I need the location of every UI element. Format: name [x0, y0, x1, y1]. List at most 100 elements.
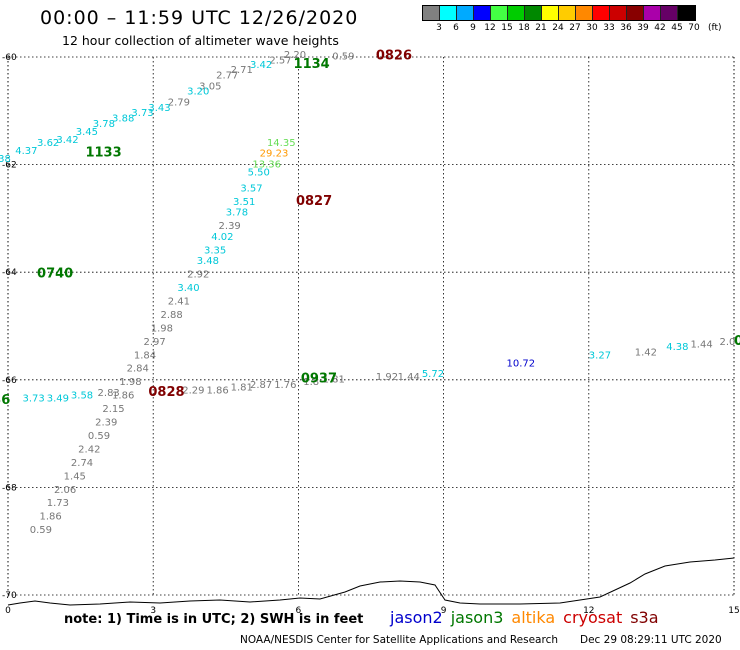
wave-height-value: 2.92: [187, 270, 209, 281]
colorbar-label: 24: [552, 23, 564, 33]
page-title: 00:00 – 11:59 UTC 12/26/2020: [40, 7, 359, 29]
credit-line: NOAA/NESDIS Center for Satellite Applica…: [240, 634, 558, 646]
pass-time-label: 1133: [85, 146, 121, 161]
satellite-legend: jason2 jason3 altika cryosat s3a: [390, 608, 667, 627]
colorbar-label: 18: [518, 23, 530, 33]
wave-height-value: 3.45: [76, 127, 98, 138]
legend-altika: altika: [511, 608, 556, 627]
wave-height-value: 14.35: [267, 138, 296, 149]
wave-height-value: 3.57: [240, 184, 262, 195]
wave-height-value: 5.50: [248, 167, 270, 178]
legend-s3a: s3a: [630, 608, 659, 627]
colorbar-label: 39: [637, 23, 649, 33]
x-tick-label: 12: [583, 606, 594, 616]
wave-height-value: 3.62: [37, 138, 59, 149]
wave-height-value: 2.57: [269, 55, 291, 66]
wave-height-value: 2.84: [127, 364, 149, 375]
wave-height-value: 4.38: [0, 154, 11, 165]
wave-height-value: 2.88: [160, 310, 182, 321]
wave-height-value: 2.83: [98, 388, 120, 399]
wave-height-value: 3.35: [204, 245, 226, 256]
coastline-antarctica: [7, 557, 735, 606]
wave-height-value: 1.98: [151, 323, 173, 334]
wave-height-value: 13.36: [252, 159, 281, 170]
wave-height-value: 2.06: [54, 485, 76, 496]
wave-height-value: 2.42: [78, 444, 100, 455]
colorbar-label: 70: [688, 23, 700, 33]
pass-time-label: 0740: [37, 267, 73, 282]
wave-height-value: 1.86: [112, 391, 134, 402]
colorbar-swatch: [610, 6, 627, 20]
wave-height-value: 3.48: [197, 256, 219, 267]
colorbar-label: 9: [470, 23, 476, 33]
wave-height-value: 1.81: [323, 374, 345, 385]
colorbar-swatch: [491, 6, 508, 20]
colorbar-label: 3: [436, 23, 442, 33]
colorbar-label: 21: [535, 23, 547, 33]
wave-height-value: 4.38: [666, 342, 688, 353]
wave-height-value: 3.49: [47, 393, 69, 404]
colorbar-label: 12: [484, 23, 496, 33]
x-tick-label: 6: [296, 606, 302, 616]
wave-height-value: 2.97: [144, 337, 166, 348]
x-tick-label: 9: [441, 606, 447, 616]
generated-timestamp: Dec 29 08:29:11 UTC 2020: [580, 634, 722, 646]
colorbar-swatch: [678, 6, 695, 20]
colorbar-swatch: [423, 6, 440, 20]
wave-height-value: 3.78: [226, 208, 248, 219]
wave-height-value: 2.77: [216, 71, 238, 82]
page-subtitle: 12 hour collection of altimeter wave hei…: [62, 33, 339, 48]
wave-height-value: 1.76: [274, 380, 296, 391]
colorbar-swatch: [474, 6, 491, 20]
wave-height-value: 2.74: [71, 458, 93, 469]
wave-height-value: 1.42: [635, 348, 657, 359]
colorbar-label: 36: [620, 23, 632, 33]
colorbar-label: 15: [501, 23, 513, 33]
pass-time-label: 0828: [148, 385, 184, 400]
wave-height-value: 3.43: [148, 103, 170, 114]
map-grid: 0 3 6 9 12 15 -60 -62 -64 -66 -68 -70: [2, 53, 740, 616]
wave-height-value: 1.8: [303, 377, 319, 388]
y-tick-label: -64: [2, 268, 17, 278]
wave-height-value: 10.72: [507, 358, 536, 369]
wave-height-value: 2.71: [231, 65, 253, 76]
wave-height-value: 2.15: [102, 404, 124, 415]
colorbar-swatch: [440, 6, 457, 20]
colorbar-swatch: [661, 6, 678, 20]
y-tick-label: -60: [2, 53, 17, 63]
wave-height-value: 3.58: [71, 391, 93, 402]
y-tick-label: -70: [2, 591, 17, 601]
wave-height-value: 3.27: [589, 350, 611, 361]
wave-height-value: 3.42: [250, 60, 272, 71]
footnote: note: 1) Time is in UTC; 2) SWH is in fe…: [64, 612, 364, 627]
colorbar-label: 30: [586, 23, 598, 33]
y-tick-label: -68: [2, 483, 17, 493]
colorbar-swatch: [457, 6, 474, 20]
wave-height-value: 2.41: [168, 296, 190, 307]
pass-time-label: 1134: [294, 57, 330, 72]
wave-height-value: 3.20: [187, 87, 209, 98]
colorbar-swatch: [593, 6, 610, 20]
colorbar-label: 45: [671, 23, 683, 33]
wave-height-value: 4.02: [211, 232, 233, 243]
wave-height-value: 0.59: [30, 525, 52, 536]
colorbar-swatch: [627, 6, 644, 20]
wave-height-value: 2.39: [219, 221, 241, 232]
legend-cryosat: cryosat: [563, 608, 623, 627]
wave-height-value: 29.23: [260, 149, 289, 160]
wave-height-value: 2.0: [719, 337, 735, 348]
wave-height-value: 2.29: [182, 385, 204, 396]
pass-time-label: 0: [734, 334, 740, 349]
wave-height-value: 1.86: [206, 385, 228, 396]
wave-height-marks: 2.202.573.422.712.773.053.202.793.433.73…: [0, 49, 740, 536]
x-tick-label: 0: [5, 606, 11, 616]
wave-height-value: 1.44: [690, 340, 712, 351]
y-tick-label: -66: [2, 376, 17, 386]
colorbar-label: 27: [569, 23, 581, 33]
wave-height-value: 1.81: [231, 383, 253, 394]
pass-time-label: 0826: [376, 49, 412, 64]
colorbar-unit: (ft): [708, 23, 722, 33]
wave-height-value: 2.79: [168, 97, 190, 108]
wave-height-value: 1.92: [376, 372, 398, 383]
